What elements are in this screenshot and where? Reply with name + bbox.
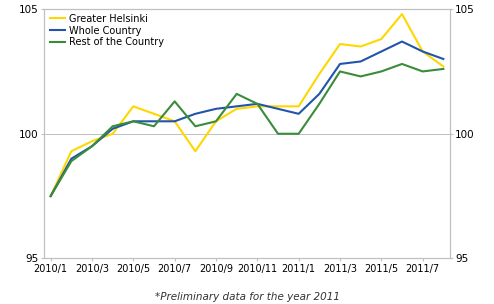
Whole Country xyxy=(130,119,136,123)
Greater Helsinki xyxy=(172,119,178,123)
Whole Country xyxy=(48,194,54,198)
Whole Country xyxy=(399,40,405,43)
Greater Helsinki xyxy=(151,112,157,116)
Rest of the Country xyxy=(48,194,54,198)
Legend: Greater Helsinki, Whole Country, Rest of the Country: Greater Helsinki, Whole Country, Rest of… xyxy=(48,12,166,49)
Whole Country xyxy=(254,102,260,106)
Greater Helsinki xyxy=(440,65,446,68)
Rest of the Country xyxy=(110,124,116,128)
Whole Country xyxy=(172,119,178,123)
Rest of the Country xyxy=(213,119,219,123)
Whole Country xyxy=(420,50,426,53)
Rest of the Country xyxy=(378,70,384,73)
Greater Helsinki xyxy=(110,132,116,136)
Rest of the Country xyxy=(254,102,260,106)
Greater Helsinki xyxy=(68,149,74,153)
Rest of the Country xyxy=(296,132,302,136)
Greater Helsinki xyxy=(48,194,54,198)
Whole Country xyxy=(358,60,364,63)
Greater Helsinki xyxy=(316,72,322,76)
Greater Helsinki xyxy=(420,50,426,53)
Line: Greater Helsinki: Greater Helsinki xyxy=(51,14,443,196)
Rest of the Country xyxy=(89,144,95,148)
Rest of the Country xyxy=(68,159,74,163)
Greater Helsinki xyxy=(337,42,343,46)
Rest of the Country xyxy=(399,62,405,66)
Line: Rest of the Country: Rest of the Country xyxy=(51,64,443,196)
Rest of the Country xyxy=(275,132,281,136)
Greater Helsinki xyxy=(378,37,384,41)
Greater Helsinki xyxy=(234,107,240,111)
Rest of the Country xyxy=(192,124,198,128)
Rest of the Country xyxy=(316,102,322,106)
Rest of the Country xyxy=(234,92,240,96)
Whole Country xyxy=(316,92,322,96)
Greater Helsinki xyxy=(399,12,405,16)
Greater Helsinki xyxy=(358,45,364,48)
Whole Country xyxy=(192,112,198,116)
Whole Country xyxy=(151,119,157,123)
Line: Whole Country: Whole Country xyxy=(51,42,443,196)
Whole Country xyxy=(89,144,95,148)
Greater Helsinki xyxy=(89,140,95,143)
Greater Helsinki xyxy=(213,119,219,123)
Rest of the Country xyxy=(151,124,157,128)
Rest of the Country xyxy=(172,99,178,103)
Greater Helsinki xyxy=(254,105,260,108)
Rest of the Country xyxy=(420,70,426,73)
Whole Country xyxy=(440,57,446,61)
Whole Country xyxy=(296,112,302,116)
Rest of the Country xyxy=(337,70,343,73)
Whole Country xyxy=(337,62,343,66)
Greater Helsinki xyxy=(192,149,198,153)
Whole Country xyxy=(213,107,219,111)
Rest of the Country xyxy=(440,67,446,71)
Rest of the Country xyxy=(358,74,364,78)
Rest of the Country xyxy=(130,119,136,123)
Greater Helsinki xyxy=(130,105,136,108)
Whole Country xyxy=(378,50,384,53)
Whole Country xyxy=(110,127,116,131)
Greater Helsinki xyxy=(275,105,281,108)
Whole Country xyxy=(68,157,74,161)
Text: *Preliminary data for the year 2011: *Preliminary data for the year 2011 xyxy=(155,292,339,302)
Whole Country xyxy=(275,107,281,111)
Greater Helsinki xyxy=(296,105,302,108)
Whole Country xyxy=(234,105,240,108)
